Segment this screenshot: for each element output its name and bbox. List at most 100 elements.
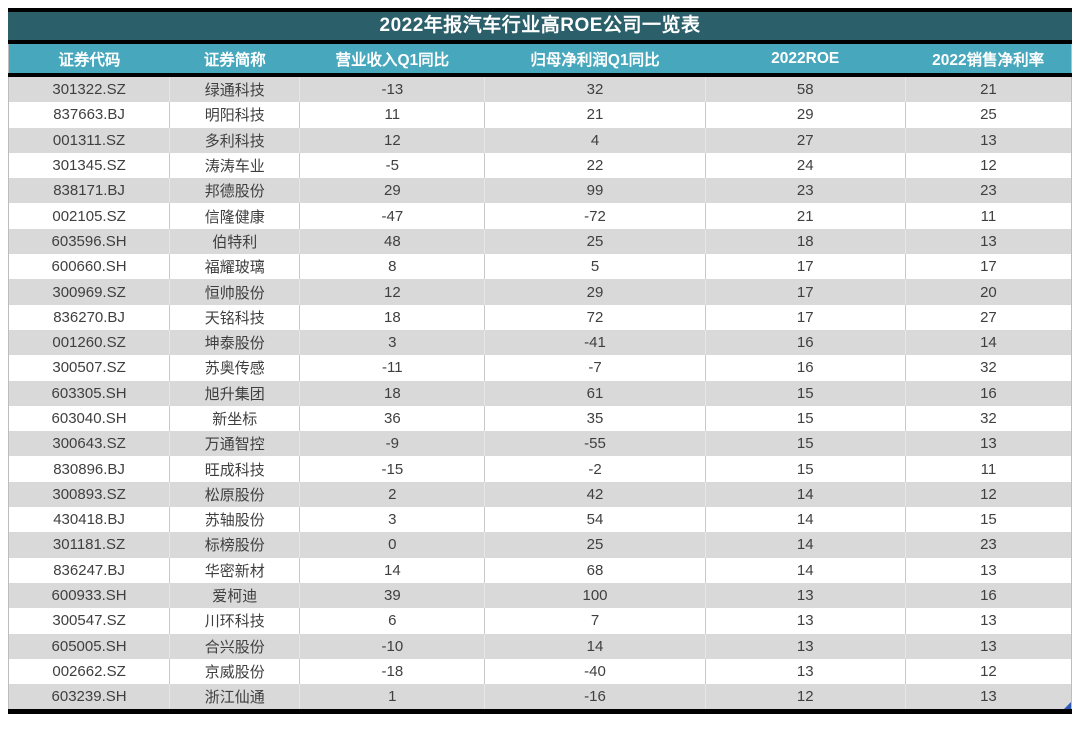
cell-value: 4 [484,127,706,153]
cell-value: 16 [704,329,906,356]
cell-security-code: 300643.SZ [8,431,170,457]
cell-security-name: 合兴股份 [169,633,300,659]
cell-value: -9 [299,431,485,457]
table-row: 300547.SZ 川环科技 6 7 13 13 [8,608,1072,634]
cell-security-name: 浙江仙通 [169,684,300,710]
cell-security-code: 002105.SZ [8,203,170,229]
cell-security-name: 川环科技 [169,608,300,634]
cell-value: 13 [704,633,906,659]
cell-value: 11 [299,102,485,128]
cell-value: 5 [484,254,706,280]
table-row: 603305.SH 旭升集团 18 61 15 16 [8,380,1072,406]
cell-value: 16 [704,355,906,381]
cell-value: 17 [904,254,1072,280]
cell-value: -2 [484,456,706,482]
cell-value: 11 [904,203,1072,229]
cell-value: 29 [704,102,906,128]
cell-value: 68 [484,557,706,583]
cell-value: 13 [704,582,906,609]
cell-security-code: 002662.SZ [8,658,170,685]
table-row: 300643.SZ 万通智控 -9 -55 15 13 [8,431,1072,457]
cell-value: 13 [904,633,1072,659]
table-header-cell: 证券代码 [8,44,170,77]
cell-security-code: 605005.SH [8,633,170,659]
table-row: 836270.BJ 天铭科技 18 72 17 27 [8,304,1072,330]
cell-value: 13 [904,608,1072,634]
cell-value: 39 [299,582,485,609]
cell-value: 21 [484,102,706,128]
cell-value: 24 [704,152,906,179]
cell-value: 16 [904,380,1072,406]
cell-security-name: 旭升集团 [169,380,300,406]
cell-value: 12 [904,152,1072,179]
cell-value: 17 [704,254,906,280]
table-row: 301345.SZ 涛涛车业 -5 22 24 12 [8,152,1072,179]
cell-value: 25 [484,532,706,558]
cell-value: 32 [904,405,1072,432]
table-header-cell: 证券简称 [169,44,300,77]
cell-value: 6 [299,608,485,634]
cell-security-name: 旺成科技 [169,456,300,482]
table-row: 603040.SH 新坐标 36 35 15 32 [8,405,1072,432]
cell-value: 12 [299,127,485,153]
cell-value: 12 [299,279,485,305]
cell-value: 17 [704,304,906,330]
cell-value: 11 [904,456,1072,482]
cell-value: 13 [904,431,1072,457]
cell-security-name: 绿通科技 [169,75,300,103]
cell-value: 3 [299,329,485,356]
cell-value: 54 [484,507,706,533]
cell-value: 48 [299,228,485,255]
cell-security-name: 万通智控 [169,431,300,457]
table-row: 838171.BJ 邦德股份 29 99 23 23 [8,178,1072,204]
cell-value: 14 [904,329,1072,356]
table-header-cell: 营业收入Q1同比 [299,44,485,77]
cell-value: 2 [299,481,485,508]
roe-table-container: 2022年报汽车行业高ROE公司一览表 证券代码 证券简称 营业收入Q1同比 归母净利… [8,8,1072,715]
cell-value: -47 [299,203,485,229]
cell-security-name: 苏奥传感 [169,355,300,381]
table-header-cell: 归母净利润Q1同比 [484,44,706,77]
cell-value: -11 [299,355,485,381]
cell-security-code: 600933.SH [8,582,170,609]
cell-value: 21 [904,75,1072,103]
cell-security-name: 坤泰股份 [169,329,300,356]
table-row: 830896.BJ 旺成科技 -15 -2 15 11 [8,456,1072,482]
cell-value: 13 [904,127,1072,153]
cell-security-code: 603305.SH [8,380,170,406]
cell-security-name: 伯特利 [169,228,300,255]
cell-security-name: 京威股份 [169,658,300,685]
cell-value: 27 [704,127,906,153]
cell-security-name: 明阳科技 [169,102,300,128]
table-row: 836247.BJ 华密新材 14 68 14 13 [8,557,1072,583]
cell-value: 13 [704,658,906,685]
roe-data-table: 证券代码 证券简称 营业收入Q1同比 归母净利润Q1同比 2022ROE 2022销售净利… [8,44,1072,710]
cell-value: 12 [904,658,1072,685]
cell-value: 14 [299,557,485,583]
cell-value: 16 [904,582,1072,609]
cell-value: 3 [299,507,485,533]
cell-value: 0 [299,532,485,558]
cell-security-name: 苏轴股份 [169,507,300,533]
cell-value: 13 [904,228,1072,255]
cell-value: 20 [904,279,1072,305]
cell-security-name: 信隆健康 [169,203,300,229]
cell-security-code: 600660.SH [8,254,170,280]
table-row: 300969.SZ 恒帅股份 12 29 17 20 [8,279,1072,305]
cell-value: 22 [484,152,706,179]
cell-security-name: 恒帅股份 [169,279,300,305]
table-row: 600933.SH 爱柯迪 39 100 13 16 [8,582,1072,609]
cell-value: 17 [704,279,906,305]
cell-security-code: 001260.SZ [8,329,170,356]
cell-value: 58 [704,75,906,103]
cell-value: 23 [704,178,906,204]
table-header-cell: 2022销售净利率 [905,44,1072,77]
cell-security-code: 836247.BJ [8,557,170,583]
table-row: 002105.SZ 信隆健康 -47 -72 21 11 [8,203,1072,229]
cell-security-code: 837663.BJ [8,102,170,128]
cell-value: 61 [484,380,706,406]
cell-value: 25 [484,228,706,255]
table-row: 001260.SZ 坤泰股份 3 -41 16 14 [8,329,1072,356]
cell-value: -18 [299,658,485,685]
cell-value: -55 [484,431,706,457]
